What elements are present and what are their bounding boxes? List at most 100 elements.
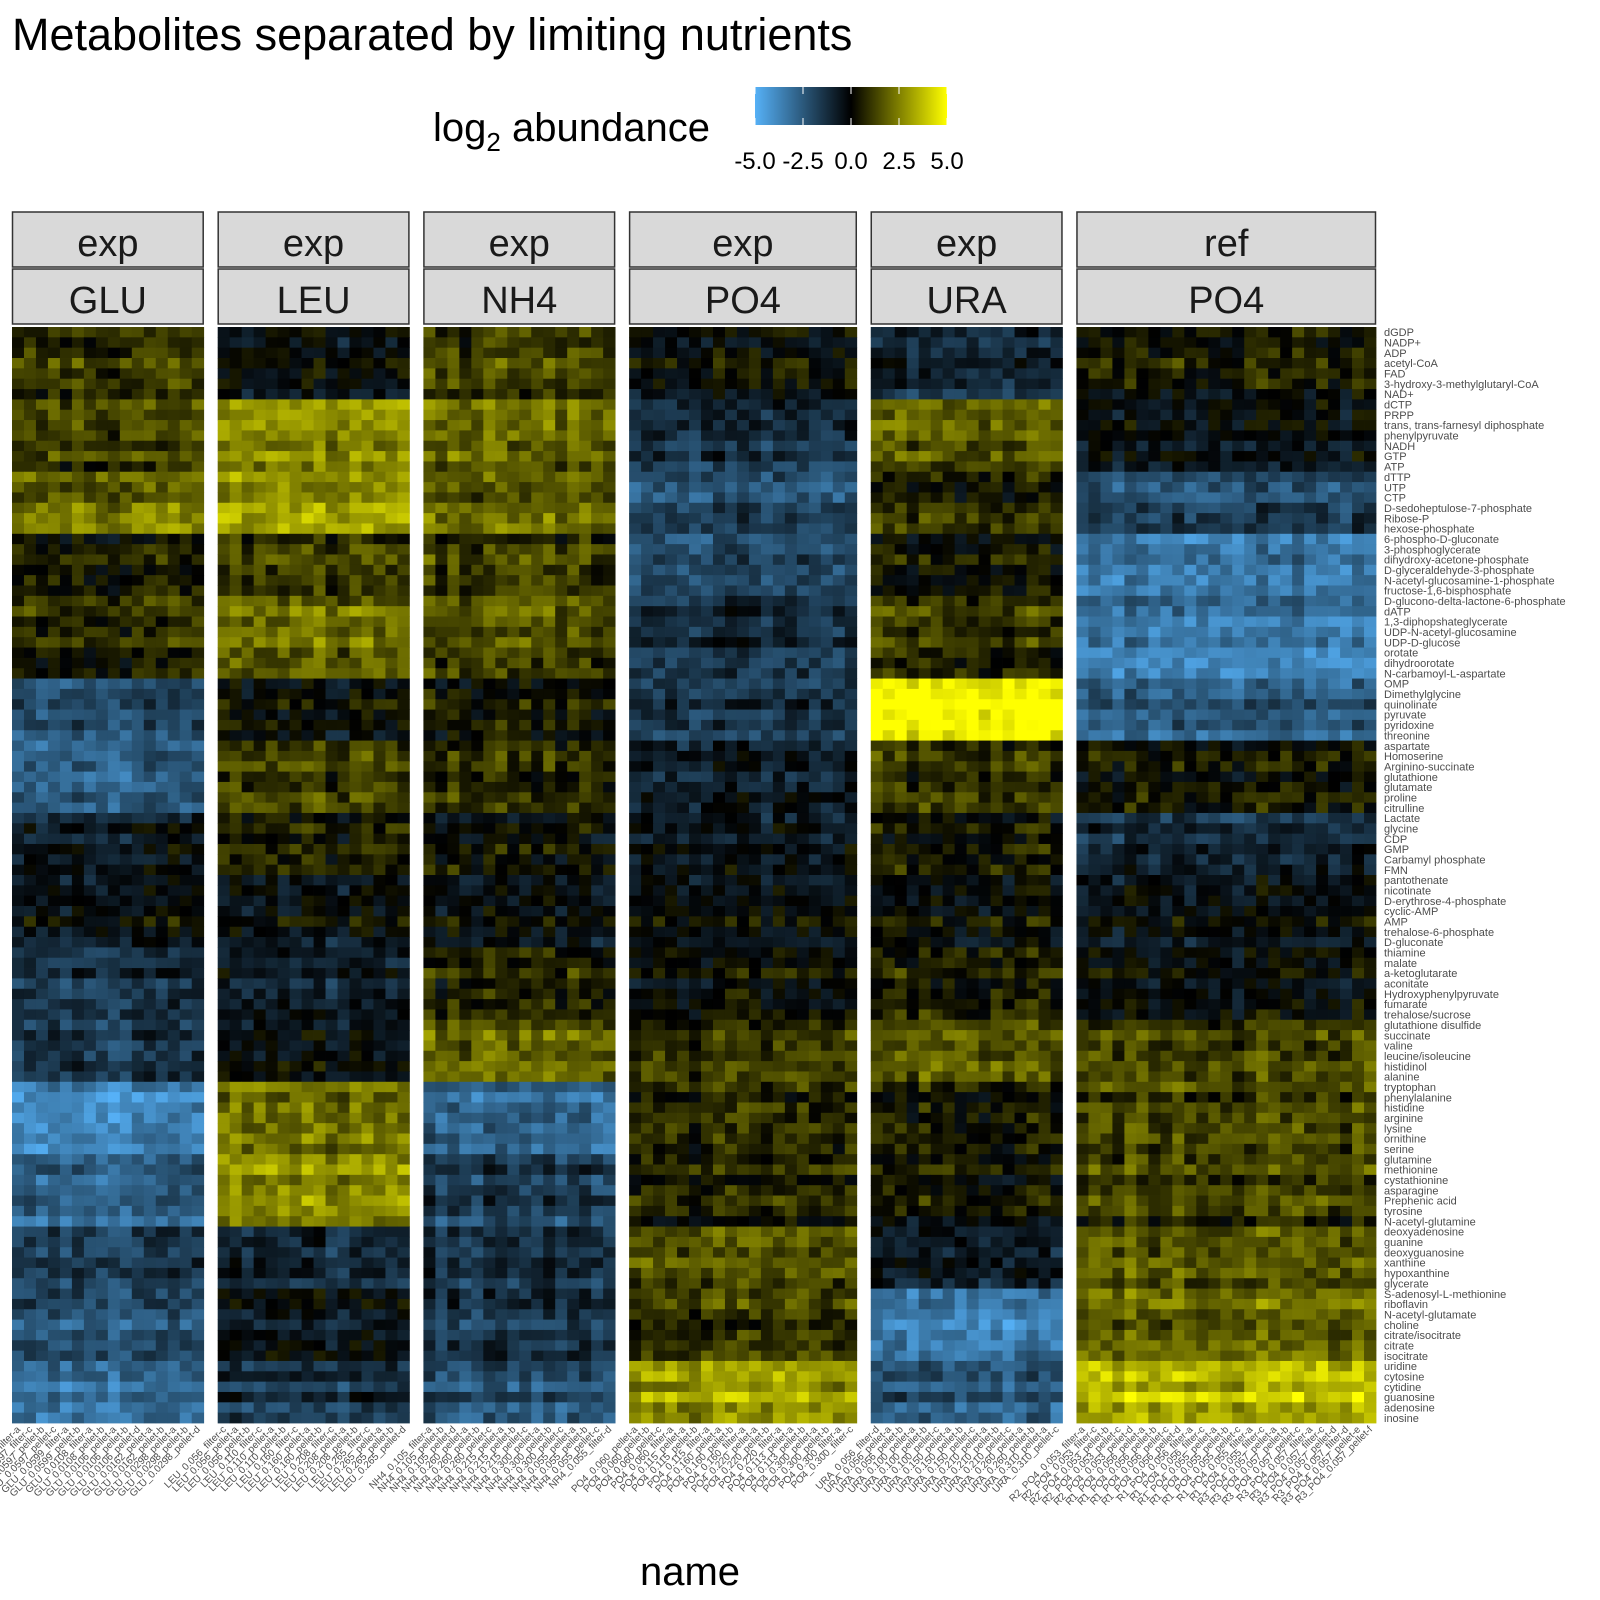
heatmap-cell — [435, 947, 448, 959]
heatmap-cell — [483, 957, 496, 969]
heatmap-cell — [373, 1185, 386, 1196]
heatmap-cell — [119, 595, 133, 607]
heatmap-cell — [373, 1009, 386, 1021]
heatmap-cell — [47, 1247, 61, 1258]
heatmap-cell — [253, 461, 267, 473]
heatmap-cell — [35, 1092, 49, 1103]
heatmap-cell — [325, 637, 338, 648]
heatmap-cell — [179, 1236, 193, 1248]
heatmap-cell — [107, 626, 121, 638]
heatmap-cell — [483, 1236, 496, 1248]
heatmap-cell — [483, 1185, 496, 1196]
heatmap-cell — [241, 606, 255, 617]
heatmap-cell — [435, 1040, 448, 1052]
heatmap-cell — [423, 750, 436, 762]
heatmap-cell — [349, 1009, 362, 1021]
heatmap-cell — [471, 399, 484, 411]
heatmap-cell — [155, 1154, 169, 1165]
heatmap-cell — [59, 771, 73, 783]
heatmap-cell — [531, 750, 544, 762]
heatmap-cell — [519, 999, 532, 1010]
strip-top-box — [11, 211, 204, 268]
heatmap-cell — [591, 564, 604, 576]
heatmap-cell — [519, 709, 532, 721]
heatmap-cell — [385, 1154, 398, 1165]
heatmap-cell — [301, 1226, 314, 1238]
heatmap-cell — [155, 420, 169, 431]
heatmap-cell — [47, 947, 61, 959]
heatmap-cell — [241, 761, 255, 772]
heatmap-cell — [603, 606, 616, 617]
heatmap-cell — [591, 399, 604, 411]
heatmap-cell — [483, 1216, 496, 1227]
heatmap-cell — [289, 916, 302, 928]
heatmap-cell — [543, 440, 556, 452]
heatmap-cell — [253, 523, 267, 535]
heatmap-cell — [265, 1309, 279, 1320]
heatmap-cell — [495, 740, 508, 752]
heatmap-cell — [229, 1298, 243, 1310]
heatmap-cell — [143, 502, 157, 514]
heatmap-cell — [253, 761, 267, 772]
heatmap-cell — [519, 1205, 532, 1217]
heatmap-cell — [217, 523, 231, 535]
heatmap-cell — [531, 843, 544, 855]
heatmap-cell — [337, 1288, 350, 1300]
heatmap-cell — [385, 575, 398, 586]
heatmap-cell — [483, 378, 496, 390]
heatmap-cell — [191, 781, 205, 793]
heatmap-cell — [155, 358, 169, 369]
heatmap-cell — [397, 389, 410, 400]
heatmap-cell — [179, 792, 193, 804]
heatmap-cell — [23, 533, 37, 545]
heatmap-cell — [289, 1309, 302, 1320]
heatmap-cell — [555, 399, 568, 411]
heatmap-cell — [71, 1329, 85, 1341]
heatmap-cell — [507, 461, 520, 473]
heatmap-cell — [229, 389, 243, 400]
heatmap-cell — [471, 564, 484, 576]
heatmap-cell — [59, 709, 73, 721]
heatmap-cell — [579, 699, 592, 710]
heatmap-cell — [531, 1195, 544, 1207]
heatmap-cell — [253, 978, 267, 990]
heatmap-cell — [119, 1019, 133, 1031]
heatmap-cell — [83, 1350, 97, 1362]
heatmap-cell — [361, 1112, 374, 1124]
heatmap-cell — [555, 1071, 568, 1083]
heatmap-cell — [591, 420, 604, 431]
heatmap-cell — [603, 1143, 616, 1155]
heatmap-cell — [603, 916, 616, 928]
heatmap-cell — [23, 1371, 37, 1383]
heatmap-cell — [495, 1267, 508, 1279]
heatmap-cell — [229, 1030, 243, 1041]
heatmap-cell — [277, 1216, 290, 1227]
heatmap-cell — [349, 926, 362, 938]
heatmap-cell — [71, 657, 85, 669]
heatmap-cell — [71, 1402, 85, 1414]
heatmap-cell — [107, 1329, 121, 1341]
heatmap-cell — [253, 451, 267, 462]
heatmap-cell — [253, 854, 267, 866]
heatmap-cell — [385, 564, 398, 576]
heatmap-cell — [507, 657, 520, 669]
heatmap-cell — [253, 792, 267, 804]
heatmap-cell — [229, 482, 243, 493]
heatmap-cell — [217, 761, 231, 772]
heatmap-cell — [83, 1329, 97, 1341]
heatmap-cell — [47, 988, 61, 1000]
heatmap-cell — [179, 812, 193, 824]
heatmap-cell — [83, 699, 97, 710]
heatmap-cell — [325, 678, 338, 690]
heatmap-cell — [423, 699, 436, 710]
heatmap-cell — [301, 1123, 314, 1134]
heatmap-cell — [519, 1154, 532, 1165]
heatmap-cell — [495, 750, 508, 762]
heatmap-cell — [361, 781, 374, 793]
heatmap-cell — [373, 792, 386, 804]
heatmap-cell — [191, 430, 205, 442]
heatmap-cell — [107, 937, 121, 948]
heatmap-cell — [83, 1092, 97, 1103]
heatmap-cell — [119, 1257, 133, 1269]
heatmap-cell — [591, 451, 604, 462]
